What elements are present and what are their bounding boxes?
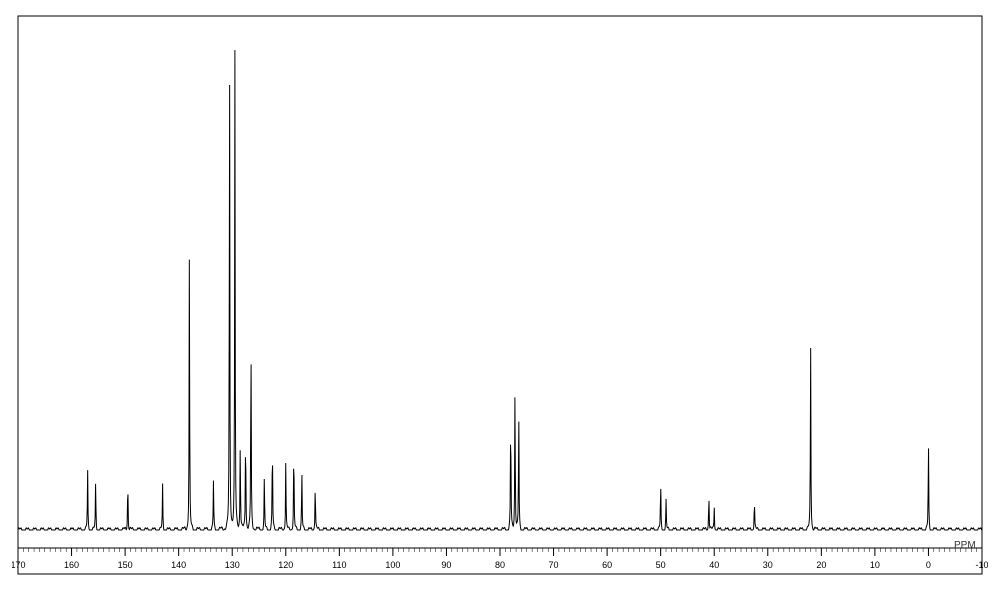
svg-text:100: 100 — [385, 560, 400, 570]
x-axis-label: PPM — [954, 540, 976, 551]
svg-text:150: 150 — [118, 560, 133, 570]
svg-text:160: 160 — [64, 560, 79, 570]
svg-text:80: 80 — [495, 560, 505, 570]
svg-text:10: 10 — [870, 560, 880, 570]
svg-text:90: 90 — [441, 560, 451, 570]
svg-text:70: 70 — [549, 560, 559, 570]
svg-text:20: 20 — [816, 560, 826, 570]
svg-text:-10: -10 — [975, 560, 988, 570]
svg-text:120: 120 — [278, 560, 293, 570]
svg-text:60: 60 — [602, 560, 612, 570]
svg-text:110: 110 — [332, 560, 346, 570]
svg-text:140: 140 — [171, 560, 186, 570]
svg-text:40: 40 — [709, 560, 719, 570]
svg-text:30: 30 — [763, 560, 773, 570]
svg-text:50: 50 — [656, 560, 666, 570]
nmr-spectrum-plot: 1701601501401301201101009080706050403020… — [12, 10, 988, 584]
svg-text:0: 0 — [926, 560, 931, 570]
spectrum-canvas: 1701601501401301201101009080706050403020… — [12, 10, 988, 584]
svg-text:170: 170 — [12, 560, 26, 570]
svg-text:130: 130 — [225, 560, 240, 570]
